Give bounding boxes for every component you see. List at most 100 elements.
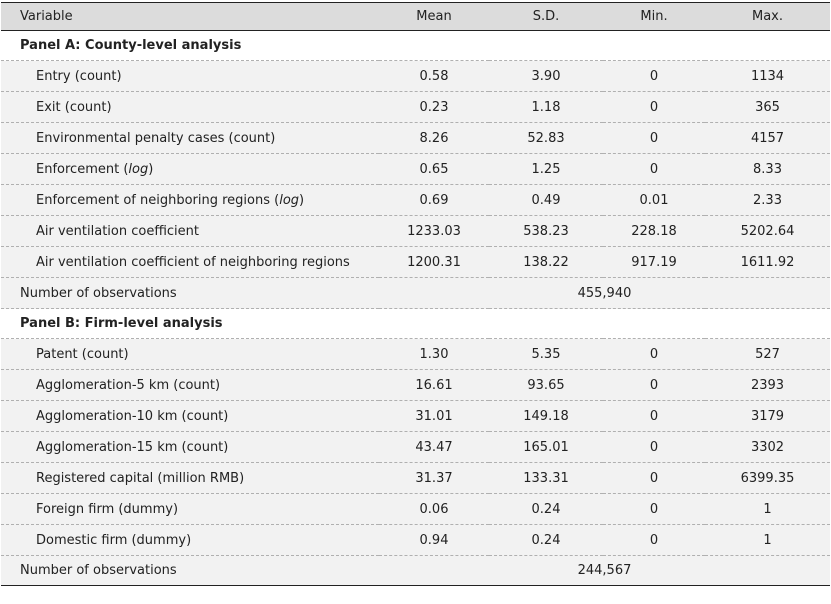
row-label: Entry (count) [36,68,122,84]
row-label: Domestic firm (dummy) [36,532,192,548]
cell-max: 8.33 [753,161,782,177]
cell-min: 0 [649,408,659,424]
table-row: Air ventilation coefficient of neighbori… [1,246,830,278]
panel-b-title: Panel B: Firm-level analysis [20,316,223,331]
cell-sd: 133.31 [523,470,569,486]
cell-sd: 1.25 [531,161,561,177]
header-min: Min. [640,9,668,24]
table-row: Enforcement of neighboring regions (log)… [1,184,830,216]
cell-sd: 165.01 [523,439,569,455]
panel-a-heading: Panel A: County-level analysis [1,30,830,61]
cell-mean: 8.26 [419,130,449,146]
cell-mean: 43.47 [415,439,453,455]
cell-max: 1 [763,532,772,548]
cell-sd: 538.23 [523,223,569,239]
cell-max: 1 [763,501,772,517]
cell-max: 3179 [750,408,785,424]
header-variable: Variable [20,9,73,24]
cell-min: 0 [649,470,659,486]
cell-min: 0 [649,377,659,393]
cell-min: 0 [649,161,659,177]
header-row: Variable Mean S.D. Min. Max. [1,2,830,31]
cell-max: 6399.35 [740,470,795,486]
cell-min: 0 [649,130,659,146]
row-label: Enforcement (log) [36,161,154,177]
table-row: Exit (count) 0.23 1.18 0 365 [1,91,830,123]
cell-mean: 0.69 [419,192,449,208]
cell-min: 0 [649,99,659,115]
table-row: Air ventilation coefficient 1233.03 538.… [1,215,830,247]
cell-mean: 0.65 [419,161,449,177]
cell-max: 5202.64 [740,223,795,239]
row-label: Agglomeration-15 km (count) [36,439,229,455]
cell-sd: 149.18 [523,408,569,424]
cell-min: 0 [649,439,659,455]
table-row: Registered capital (million RMB) 31.37 1… [1,462,830,494]
observations-value: 244,567 [577,563,632,578]
cell-min: 0 [649,346,659,362]
cell-max: 1611.92 [740,254,795,270]
row-label: Enforcement of neighboring regions (log) [36,192,305,208]
table-row: Patent (count) 1.30 5.35 0 527 [1,338,830,370]
summary-statistics-table: Variable Mean S.D. Min. Max. Panel A: Co… [1,2,830,586]
table-row: Environmental penalty cases (count) 8.26… [1,122,830,154]
cell-sd: 0.49 [531,192,561,208]
table-row: Agglomeration-5 km (count) 16.61 93.65 0… [1,369,830,401]
row-label: Agglomeration-5 km (count) [36,377,221,393]
cell-mean: 0.58 [419,68,449,84]
cell-max: 2393 [750,377,785,393]
cell-sd: 3.90 [531,68,561,84]
row-label: Exit (count) [36,99,112,115]
cell-sd: 5.35 [531,346,561,362]
cell-max: 2.33 [753,192,782,208]
row-label: Foreign firm (dummy) [36,501,179,517]
cell-min: 0.01 [639,192,669,208]
row-label: Environmental penalty cases (count) [36,130,276,146]
header-mean: Mean [416,9,452,24]
cell-sd: 52.83 [527,130,565,146]
cell-mean: 16.61 [415,377,453,393]
cell-min: 228.18 [631,223,677,239]
cell-sd: 0.24 [531,532,561,548]
panel-b-heading: Panel B: Firm-level analysis [1,308,830,339]
row-label: Agglomeration-10 km (count) [36,408,229,424]
table-row: Entry (count) 0.58 3.90 0 1134 [1,60,830,92]
header-max: Max. [751,9,783,24]
observations-label: Number of observations [20,563,177,578]
cell-sd: 1.18 [531,99,561,115]
cell-sd: 0.24 [531,501,561,517]
cell-max: 527 [755,346,780,362]
cell-min: 0 [649,532,659,548]
table-row: Enforcement (log) 0.65 1.25 0 8.33 [1,153,830,185]
cell-sd: 138.22 [523,254,569,270]
table-row: Agglomeration-10 km (count) 31.01 149.18… [1,400,830,432]
cell-mean: 1233.03 [407,223,461,239]
panel-a-title: Panel A: County-level analysis [20,38,242,53]
cell-mean: 0.23 [419,99,449,115]
cell-max: 1134 [750,68,785,84]
cell-min: 917.19 [631,254,677,270]
cell-min: 0 [649,68,659,84]
observations-value: 455,940 [577,285,632,301]
observations-row: Number of observations 455,940 [1,277,830,309]
row-label: Air ventilation coefficient [36,223,199,239]
row-label: Patent (count) [36,346,129,362]
table-row: Foreign firm (dummy) 0.06 0.24 0 1 [1,493,830,525]
observations-row: Number of observations 244,567 [1,555,830,586]
cell-sd: 93.65 [527,377,565,393]
row-label: Air ventilation coefficient of neighbori… [36,254,350,270]
cell-min: 0 [649,501,659,517]
table-row: Domestic firm (dummy) 0.94 0.24 0 1 [1,524,830,556]
cell-max: 3302 [750,439,785,455]
cell-max: 4157 [750,130,785,146]
table-row: Agglomeration-15 km (count) 43.47 165.01… [1,431,830,463]
cell-mean: 0.94 [419,532,449,548]
header-sd: S.D. [532,9,560,24]
cell-mean: 0.06 [419,501,449,517]
cell-mean: 1.30 [419,346,449,362]
cell-mean: 1200.31 [407,254,461,270]
row-label: Registered capital (million RMB) [36,470,245,486]
observations-label: Number of observations [20,285,177,301]
cell-mean: 31.01 [415,408,453,424]
cell-mean: 31.37 [415,470,453,486]
